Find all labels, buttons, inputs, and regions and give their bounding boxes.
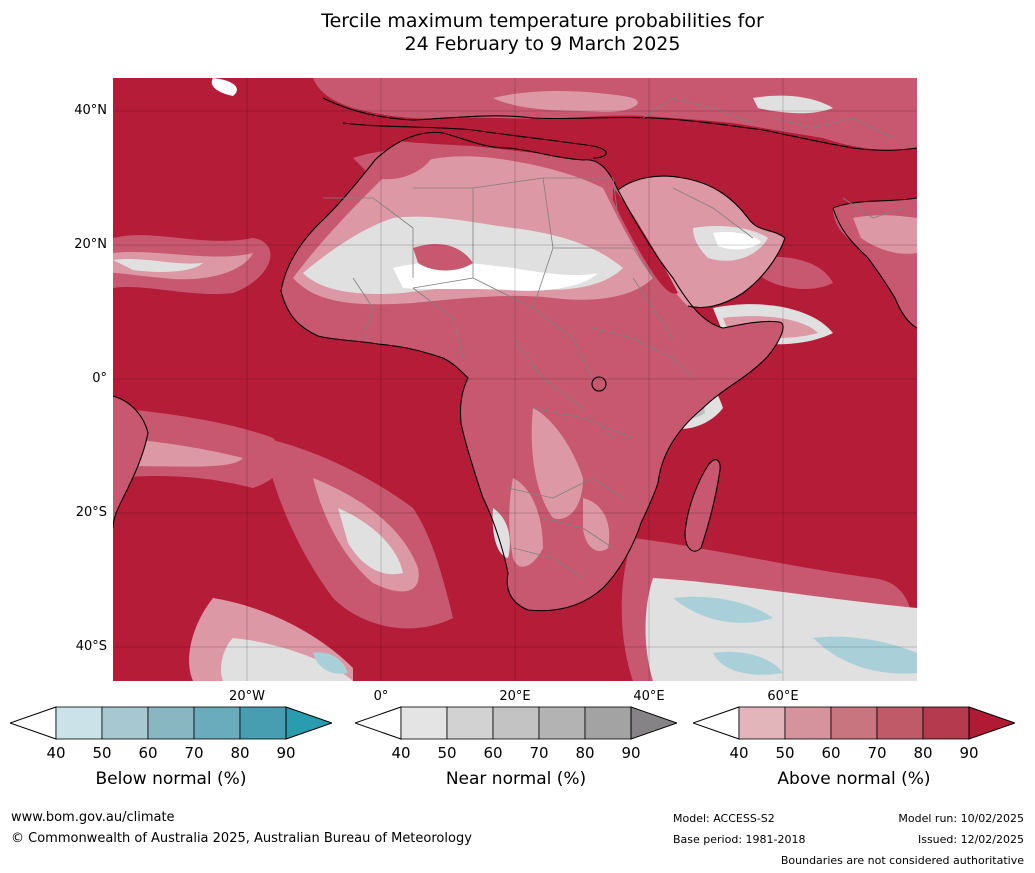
- colorbar-tick-label: 90: [276, 744, 296, 762]
- country-borders: [323, 97, 904, 579]
- below-normal-colorbar: [10, 706, 332, 740]
- colorbar-lower-extension: [10, 706, 57, 740]
- colorbar-tick-label: 40: [391, 744, 411, 762]
- copyright-notice: © Commonwealth of Australia 2025, Austra…: [11, 831, 472, 846]
- europe-landmass: [313, 78, 917, 150]
- model-run-date: Model run: 10/02/2025: [898, 812, 1024, 825]
- title-line-2: 24 February to 9 March 2025: [404, 33, 681, 55]
- below-normal-label: Below normal (%): [95, 769, 247, 789]
- colorbar-tick-label: 80: [913, 744, 933, 762]
- colorbar-segment: [193, 706, 241, 740]
- near-normal-colorbar: [355, 706, 677, 740]
- colorbar-segment: [876, 706, 924, 740]
- colorbar-tick-label: 90: [959, 744, 979, 762]
- colorbar-tick-label: 90: [621, 744, 641, 762]
- colorbar-segment: [147, 706, 195, 740]
- colorbar-upper-extension: [968, 706, 1015, 740]
- colorbar-segment: [101, 706, 149, 740]
- colorbar-tick-label: 40: [729, 744, 749, 762]
- colorbar-tick-label: 50: [437, 744, 457, 762]
- colorbar-lower-extension: [693, 706, 740, 740]
- africa-probability-patches: [293, 150, 718, 567]
- colorbar-tick-label: 60: [483, 744, 503, 762]
- colorbar-segment: [784, 706, 832, 740]
- colorbar-tick-label: 80: [575, 744, 595, 762]
- colorbar-segment: [922, 706, 970, 740]
- lon-label-40e: 40°E: [633, 689, 665, 704]
- colorbar-upper-extension: [285, 706, 332, 740]
- lon-label-60e: 60°E: [767, 689, 799, 704]
- colorbar-tick-label: 70: [529, 744, 549, 762]
- map-title: Tercile maximum temperature probabilitie…: [0, 10, 1035, 56]
- lat-label-0: 0°: [92, 371, 107, 386]
- mediterranean-sea: [342, 123, 607, 158]
- near-normal-label: Near normal (%): [445, 769, 587, 789]
- red-sea: [613, 188, 678, 294]
- colorbar-segment: [738, 706, 786, 740]
- colorbar-segment: [55, 706, 103, 740]
- lon-label-20w: 20°W: [229, 689, 265, 704]
- colorbar-upper-extension: [630, 706, 677, 740]
- colorbar-lower-extension: [355, 706, 402, 740]
- colorbar-tick-label: 50: [92, 744, 112, 762]
- colorbar-segment: [239, 706, 287, 740]
- colorbar-tick-label: 40: [46, 744, 66, 762]
- issued-date: Issued: 12/02/2025: [917, 833, 1024, 846]
- coastlines: [113, 97, 917, 612]
- colorbar-tick-label: 50: [775, 744, 795, 762]
- colorbar-segment: [538, 706, 586, 740]
- colorbar-segment: [446, 706, 494, 740]
- above-normal-colorbar: [693, 706, 1015, 740]
- above-normal-label: Above normal (%): [777, 769, 931, 789]
- colorbar-tick-label: 60: [821, 744, 841, 762]
- lat-label-20s: 20°S: [75, 505, 107, 520]
- website-link[interactable]: www.bom.gov.au/climate: [11, 810, 175, 825]
- lon-label-20e: 20°E: [499, 689, 531, 704]
- model-name: Model: ACCESS-S2: [673, 812, 775, 825]
- title-line-1: Tercile maximum temperature probabilitie…: [321, 10, 764, 32]
- colorbar-segment: [492, 706, 540, 740]
- boundaries-disclaimer: Boundaries are not considered authoritat…: [780, 854, 1024, 867]
- lon-label-0: 0°: [373, 689, 389, 704]
- colorbar-segment: [400, 706, 448, 740]
- lat-label-40n: 40°N: [74, 103, 107, 118]
- lat-label-40s: 40°S: [75, 639, 107, 654]
- colorbar-segment: [584, 706, 632, 740]
- colorbar-segment: [830, 706, 878, 740]
- map-graticule: [113, 78, 917, 681]
- colorbar-tick-label: 60: [138, 744, 158, 762]
- south-america-edge: [113, 396, 148, 528]
- madagascar-island: [685, 459, 721, 552]
- base-period: Base period: 1981-2018: [673, 833, 806, 846]
- colorbar-tick-label: 70: [867, 744, 887, 762]
- lat-label-20n: 20°N: [74, 237, 107, 252]
- colorbar-tick-label: 70: [184, 744, 204, 762]
- probability-map: [113, 78, 917, 681]
- colorbar-tick-label: 80: [230, 744, 250, 762]
